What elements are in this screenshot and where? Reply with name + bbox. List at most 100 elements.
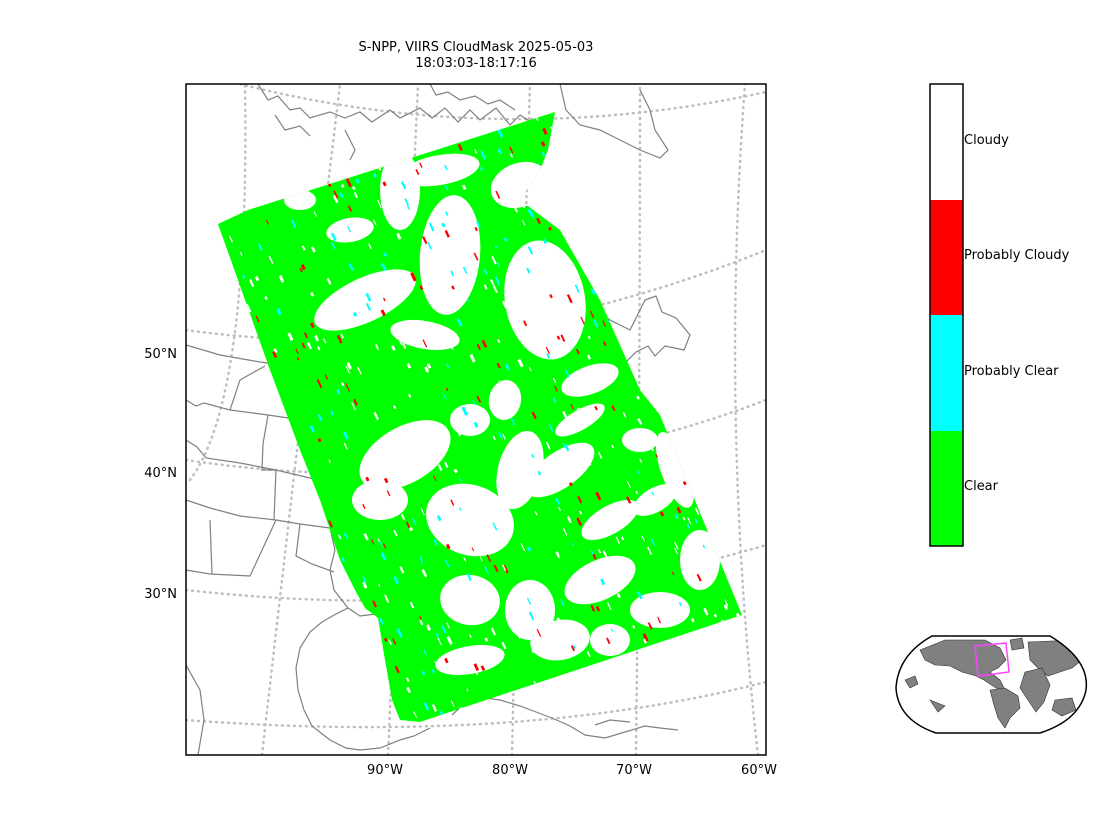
mask-pixel	[372, 172, 377, 178]
mask-pixel	[420, 508, 425, 516]
mask-pixel	[562, 442, 567, 449]
mask-pixel	[622, 412, 627, 418]
mask-pixel	[502, 433, 506, 440]
lat-label-30n: 30°N	[144, 587, 177, 602]
mask-pixel	[597, 548, 602, 554]
cloud-patch	[555, 403, 605, 437]
mask-pixel	[317, 438, 322, 443]
mask-pixel	[352, 186, 356, 191]
mask-pixel	[562, 528, 568, 536]
mask-pixel	[571, 277, 576, 282]
mask-pixel	[450, 344, 454, 350]
mask-pixel	[379, 617, 384, 625]
mask-pixel	[498, 431, 503, 439]
mask-pixel	[552, 397, 557, 404]
mask-pixel	[495, 513, 502, 521]
mask-pixel	[442, 283, 448, 292]
mask-pixel	[620, 536, 625, 541]
mask-pixel	[497, 128, 504, 138]
mask-pixel	[490, 627, 496, 636]
mask-pixel	[694, 507, 700, 515]
mask-pixel	[593, 319, 599, 328]
mask-pixel	[659, 511, 665, 517]
mask-pixel	[638, 602, 642, 609]
mask-pixel	[474, 226, 478, 232]
mask-pixel	[326, 277, 332, 285]
mask-pixel	[511, 477, 515, 482]
lon-label-60w: 60°W	[741, 763, 777, 778]
mask-pixel	[290, 219, 297, 228]
mask-pixel	[528, 611, 535, 621]
mask-pixel	[323, 338, 327, 344]
mask-pixel	[473, 421, 479, 428]
mask-pixel	[636, 395, 640, 400]
mask-pixel	[509, 153, 514, 158]
mask-pixel	[441, 625, 447, 634]
mask-pixel	[407, 423, 413, 432]
mask-pixel	[255, 315, 260, 323]
mask-pixel	[534, 166, 540, 174]
cloud-patch	[440, 574, 500, 626]
mask-pixel	[694, 518, 699, 524]
mask-pixel	[498, 380, 503, 389]
mask-pixel	[463, 557, 467, 562]
mask-pixel	[444, 461, 449, 468]
lon-label-90w: 90°W	[367, 763, 403, 778]
mask-pixel	[586, 457, 592, 466]
mask-pixel	[444, 164, 448, 171]
mask-pixel	[586, 354, 591, 360]
mask-pixel	[640, 606, 646, 616]
mask-pixel	[332, 194, 339, 204]
mask-pixel	[523, 320, 528, 327]
colorbar-clear-swatch	[930, 431, 963, 546]
cloud-patch	[630, 592, 690, 628]
mask-pixel	[530, 462, 535, 468]
mask-pixel	[444, 657, 449, 664]
mask-pixel	[431, 704, 438, 712]
mask-pixel	[378, 583, 381, 588]
mask-pixel	[531, 649, 535, 654]
mask-pixel	[419, 615, 422, 620]
mask-pixel	[562, 411, 569, 421]
cloud-patch	[622, 428, 658, 452]
mask-pixel	[570, 404, 574, 410]
mask-pixel	[497, 339, 501, 344]
mask-pixel	[467, 297, 470, 303]
mask-pixel	[637, 418, 643, 425]
mask-pixel	[458, 507, 462, 511]
mask-pixel	[474, 149, 478, 154]
mask-pixel	[594, 533, 598, 538]
mask-pixel	[333, 190, 339, 199]
colorbar-probably-cloudy-swatch	[930, 200, 963, 315]
mask-pixel	[436, 155, 441, 162]
mask-pixel	[386, 490, 391, 497]
mask-pixel	[624, 514, 631, 523]
mask-pixel	[671, 571, 675, 576]
mask-pixel	[245, 303, 252, 313]
mask-pixel	[611, 405, 616, 412]
mask-pixel	[385, 436, 391, 445]
mask-pixel	[382, 181, 387, 187]
mask-pixel	[413, 711, 417, 718]
mask-pixel	[494, 276, 501, 286]
mask-pixel	[398, 187, 406, 197]
mask-pixel	[408, 393, 412, 398]
mask-pixel	[626, 496, 632, 504]
mask-pixel	[388, 639, 392, 645]
map-panel	[186, 84, 766, 755]
mask-pixel	[372, 219, 377, 226]
mask-pixel	[504, 301, 510, 310]
mask-pixel	[641, 535, 646, 542]
mask-pixel	[442, 392, 447, 401]
mask-pixel	[615, 536, 620, 544]
mask-pixel	[649, 444, 655, 452]
mask-pixel	[330, 232, 337, 242]
mask-pixel	[602, 550, 608, 558]
mask-pixel	[346, 225, 351, 233]
mask-pixel	[469, 354, 476, 363]
mask-pixel	[686, 523, 691, 529]
mask-pixel	[391, 443, 396, 451]
mask-pixel	[393, 576, 400, 585]
mask-pixel	[393, 529, 398, 537]
mask-pixel	[568, 482, 573, 487]
